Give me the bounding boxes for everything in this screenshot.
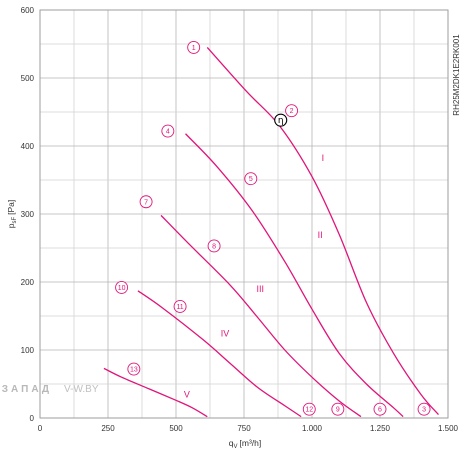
marker-label: 11 — [176, 304, 183, 311]
marker-label: 10 — [118, 285, 126, 292]
x-tick-label: 500 — [169, 424, 183, 433]
marker-label: 9 — [336, 407, 340, 414]
x-tick-label: 750 — [237, 424, 251, 433]
marker-label: 12 — [305, 407, 313, 414]
marker-label: 4 — [166, 129, 170, 136]
operating-point-marker — [187, 40, 201, 54]
watermark: ВЕНТЗАПАДV-W.BY — [0, 384, 99, 395]
x-tick-label: 1.500 — [438, 424, 459, 433]
curve-ii — [185, 133, 404, 418]
operating-point-marker — [285, 104, 299, 118]
plot-frame — [39, 9, 449, 419]
y-axis-ticks: 0 100 200 300 400 500 600 — [21, 6, 35, 423]
x-tick-label: 1.000 — [302, 424, 323, 433]
curve-iii — [160, 214, 362, 418]
curve-label: V — [184, 390, 190, 400]
curve-label: III — [257, 284, 265, 294]
operating-point-marker — [244, 172, 258, 186]
y-tick-label: 100 — [21, 346, 35, 355]
efficiency-point-marker — [274, 113, 288, 127]
y-tick-label: 300 — [21, 210, 35, 219]
marker-label: 2 — [290, 108, 294, 115]
curve-v — [103, 367, 208, 418]
x-tick-label: 0 — [38, 424, 43, 433]
chart-grid — [39, 9, 449, 419]
marker-label: 13 — [130, 367, 138, 374]
operating-point-marker — [127, 362, 141, 376]
curve-label: I — [322, 153, 325, 163]
operating-point-marker — [115, 280, 129, 294]
efficiency-point-label: η — [278, 116, 284, 126]
marker-label: 3 — [422, 407, 426, 414]
y-tick-label: 500 — [21, 74, 35, 83]
x-tick-label: 1.250 — [370, 424, 391, 433]
operating-point-marker — [173, 300, 187, 313]
watermark-text: ВЕНТЗАПАДV-W.BY — [0, 384, 99, 395]
curve-label: II — [318, 230, 323, 240]
operating-point-marker — [331, 402, 345, 416]
curve-label: IV — [221, 328, 230, 338]
operating-point-marker — [373, 402, 387, 416]
operating-point-marker — [417, 402, 431, 416]
model-code: RH25M2DK1E2RK001 — [452, 34, 461, 116]
operating-point-marker — [302, 402, 316, 416]
marker-label: 1 — [192, 45, 196, 52]
x-axis-label: qV [m³/h] — [229, 438, 261, 450]
y-tick-label: 200 — [21, 278, 35, 287]
marker-label: 6 — [378, 407, 382, 414]
curve-iv — [137, 290, 302, 418]
x-tick-label: 250 — [101, 424, 115, 433]
y-tick-label: 400 — [21, 142, 35, 151]
marker-label: 5 — [249, 176, 253, 183]
y-axis-label: psF[Pa] — [6, 200, 18, 229]
x-axis-ticks: 0 250 500 750 1.000 1.250 1.500 — [38, 424, 459, 433]
operating-point-marker — [161, 124, 175, 138]
marker-label: 7 — [144, 199, 148, 206]
y-tick-label: 600 — [21, 6, 35, 15]
y-tick-label: 0 — [30, 414, 35, 423]
operating-point-marker — [139, 195, 153, 209]
curve-i — [206, 46, 439, 416]
operating-point-marker — [207, 239, 221, 253]
marker-label: 8 — [212, 243, 216, 250]
